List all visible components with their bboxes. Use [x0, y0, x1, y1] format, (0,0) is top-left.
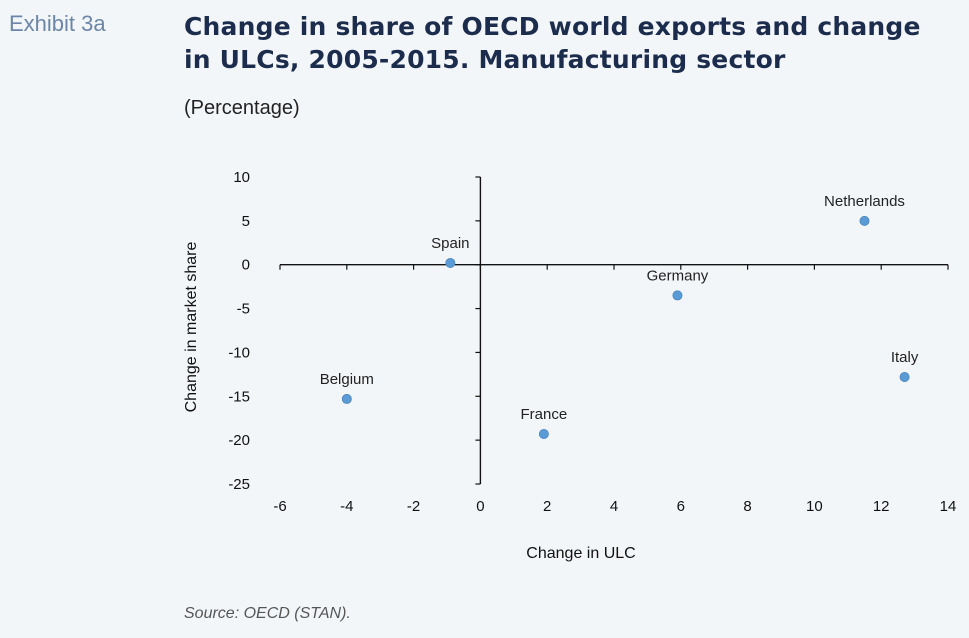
- data-point: [859, 215, 870, 226]
- x-tick-label: 0: [476, 498, 484, 515]
- points-group: Netherlands Spain Germany Italy Belgium Franc…: [320, 193, 919, 440]
- y-axis-title: Change in market share: [183, 242, 200, 413]
- x-tick-label: -4: [340, 498, 353, 515]
- x-tick-label: 2: [543, 498, 551, 515]
- source-note: Source: OECD (STAN).: [184, 605, 351, 622]
- y-tick-label: -10: [228, 344, 250, 361]
- y-tick-label: 0: [242, 257, 250, 274]
- data-point-label: Spain: [431, 235, 469, 252]
- y-tick-label: -25: [228, 476, 250, 493]
- data-point-label: Germany: [647, 267, 709, 284]
- x-tick-label: -6: [273, 498, 286, 515]
- y-tick-label: -20: [228, 432, 250, 449]
- chart-title: Change in share of OECD world exports an…: [184, 12, 921, 74]
- data-point-label: France: [521, 406, 568, 423]
- data-point: [538, 429, 549, 440]
- y-tick-label: -15: [228, 388, 250, 405]
- x-tick-label: 6: [677, 498, 685, 515]
- data-point: [341, 393, 352, 404]
- data-point-label: Belgium: [320, 371, 374, 388]
- chart-subtitle: (Percentage): [184, 97, 300, 119]
- data-point: [899, 371, 910, 382]
- y-tick-label: 5: [242, 213, 250, 230]
- y-tick-label: 10: [233, 169, 250, 186]
- x-tick-label: 10: [806, 498, 823, 515]
- x-tick-label: 8: [743, 498, 751, 515]
- x-tick-label: -2: [407, 498, 420, 515]
- y-tick-label: -5: [237, 301, 250, 318]
- x-tick-label: 14: [940, 498, 957, 515]
- x-tick-label: 12: [873, 498, 890, 515]
- data-point-label: Netherlands: [824, 193, 905, 210]
- exhibit-label: Exhibit 3a: [9, 11, 106, 36]
- data-point: [445, 257, 456, 268]
- data-point: [672, 290, 683, 301]
- x-axis-title: Change in ULC: [526, 545, 635, 562]
- data-point-label: Italy: [891, 349, 919, 366]
- x-tick-label: 4: [610, 498, 618, 515]
